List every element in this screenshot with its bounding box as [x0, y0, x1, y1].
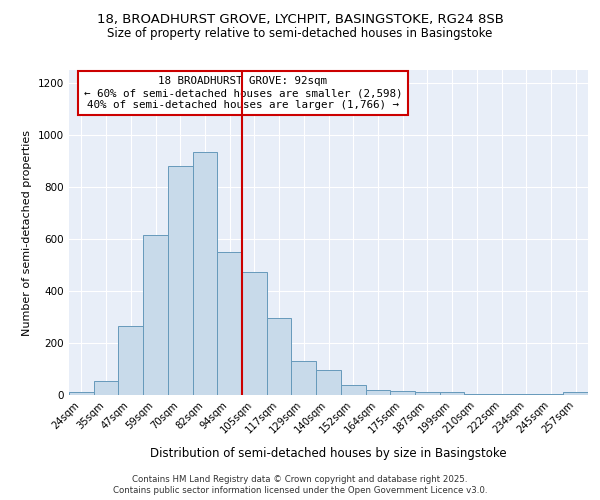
Bar [489, 394, 514, 395]
Bar [539, 394, 563, 395]
Bar [143, 235, 168, 395]
Y-axis label: Number of semi-detached properties: Number of semi-detached properties [22, 130, 32, 336]
Bar [69, 392, 94, 395]
Bar [415, 392, 440, 395]
Bar [365, 390, 390, 395]
Text: 18 BROADHURST GROVE: 92sqm
← 60% of semi-detached houses are smaller (2,598)
40%: 18 BROADHURST GROVE: 92sqm ← 60% of semi… [83, 76, 402, 110]
Text: Contains HM Land Registry data © Crown copyright and database right 2025.: Contains HM Land Registry data © Crown c… [132, 475, 468, 484]
Bar [341, 384, 365, 395]
Bar [168, 166, 193, 395]
Bar [390, 391, 415, 395]
Bar [292, 361, 316, 395]
Bar [193, 152, 217, 395]
Bar [118, 326, 143, 395]
Bar [514, 394, 539, 395]
Text: 18, BROADHURST GROVE, LYCHPIT, BASINGSTOKE, RG24 8SB: 18, BROADHURST GROVE, LYCHPIT, BASINGSTO… [97, 12, 503, 26]
X-axis label: Distribution of semi-detached houses by size in Basingstoke: Distribution of semi-detached houses by … [150, 446, 507, 460]
Bar [563, 392, 588, 395]
Bar [440, 392, 464, 395]
Bar [242, 272, 267, 395]
Bar [316, 370, 341, 395]
Bar [464, 394, 489, 395]
Text: Contains public sector information licensed under the Open Government Licence v3: Contains public sector information licen… [113, 486, 487, 495]
Bar [267, 318, 292, 395]
Text: Size of property relative to semi-detached houses in Basingstoke: Size of property relative to semi-detach… [107, 28, 493, 40]
Bar [217, 252, 242, 395]
Bar [94, 380, 118, 395]
